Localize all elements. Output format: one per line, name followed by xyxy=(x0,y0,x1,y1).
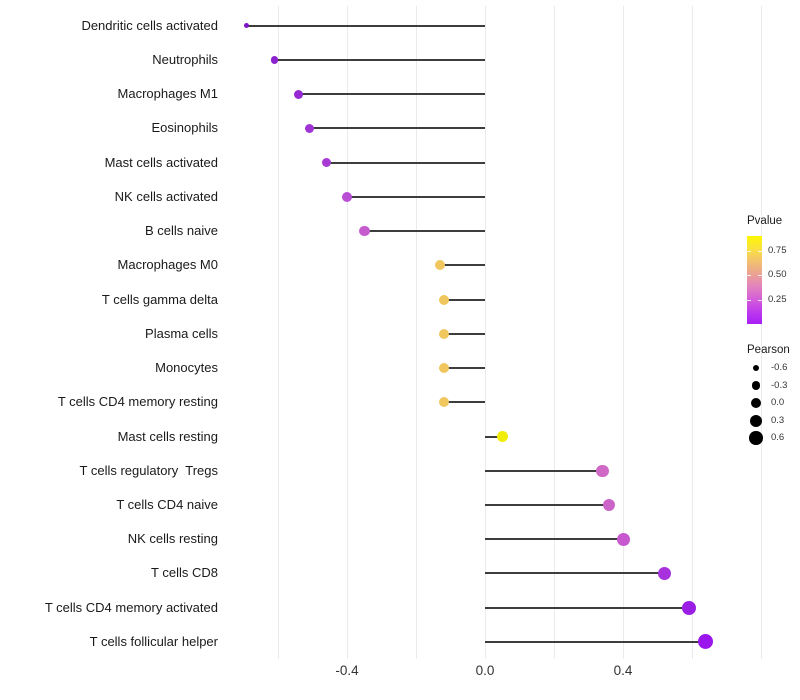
lollipop-stem xyxy=(485,606,689,609)
colorbar-tick xyxy=(747,250,751,252)
lollipop-dot xyxy=(616,532,630,546)
colorbar-tick xyxy=(758,250,762,252)
lollipop-stem xyxy=(347,195,485,198)
colorbar-tick xyxy=(758,275,762,277)
lollipop-dot xyxy=(438,328,449,339)
lollipop-dot xyxy=(596,464,609,478)
gridline xyxy=(691,6,693,659)
pearson-legend-dot xyxy=(753,365,759,371)
pearson-legend-dot xyxy=(750,414,762,427)
pearson-legend-label: 0.3 xyxy=(771,414,785,426)
lollipop-dot xyxy=(438,363,449,374)
lollipop-dot xyxy=(438,294,449,305)
lollipop-stem xyxy=(443,298,485,301)
lollipop-stem xyxy=(443,332,485,335)
lollipop-stem xyxy=(246,24,485,27)
lollipop-dot xyxy=(496,430,508,443)
colorbar-tick xyxy=(758,299,762,301)
pvalue-colorbar xyxy=(747,236,762,324)
y-axis-label: NK cells resting xyxy=(127,531,218,547)
gridline xyxy=(484,6,486,659)
lollipop-stem xyxy=(485,572,665,575)
lollipop-dot xyxy=(304,123,314,133)
colorbar-tick-label: 0.75 xyxy=(768,244,787,256)
pearson-legend-dot xyxy=(751,381,761,390)
pearson-legend-title: Pearson xyxy=(747,344,790,356)
y-axis-label: T cells gamma delta xyxy=(101,291,218,307)
lollipop-dot xyxy=(244,23,250,29)
lollipop-stem xyxy=(443,367,485,370)
gridline xyxy=(346,6,348,659)
y-axis-label: Eosinophils xyxy=(151,120,219,136)
y-axis-label: Dendritic cells activated xyxy=(81,17,218,33)
y-axis-label: Monocytes xyxy=(155,360,218,376)
lollipop-stem xyxy=(485,538,623,541)
gridline xyxy=(553,6,555,659)
y-axis-label: Neutrophils xyxy=(152,52,218,68)
lollipop-dot xyxy=(270,56,279,64)
y-axis-label: Mast cells resting xyxy=(117,428,218,444)
lollipop-stem xyxy=(364,230,485,233)
y-axis-label: Plasma cells xyxy=(145,325,218,341)
lollipop-stem xyxy=(309,127,485,130)
y-axis-label: NK cells activated xyxy=(114,188,218,204)
x-axis-tick-label: -0.4 xyxy=(335,663,359,678)
pvalue-legend-title: Pvalue xyxy=(747,215,783,227)
lollipop-dot xyxy=(602,498,616,512)
y-axis-label: T cells follicular helper xyxy=(89,633,218,649)
lollipop-dot xyxy=(359,225,370,237)
lollipop-stem xyxy=(440,264,485,267)
x-axis-tick-label: 0.4 xyxy=(613,663,633,678)
pearson-legend-label: 0.6 xyxy=(771,432,785,443)
lollipop-dot xyxy=(657,566,672,581)
y-axis-label: Macrophages M0 xyxy=(117,257,218,273)
y-axis-label: T cells CD4 memory resting xyxy=(57,394,218,410)
gridline xyxy=(415,6,417,659)
y-axis-label: T cells CD8 xyxy=(151,565,218,581)
colorbar-tick xyxy=(747,275,751,277)
lollipop-dot xyxy=(698,634,714,650)
y-axis-label: Mast cells activated xyxy=(104,154,218,170)
gridline xyxy=(277,6,279,659)
lollipop-dot xyxy=(435,260,446,271)
lollipop-dot xyxy=(438,397,449,408)
lollipop-dot xyxy=(321,157,332,168)
colorbar-tick xyxy=(747,299,751,301)
lollipop-stem xyxy=(485,469,603,472)
pearson-legend-label: -0.6 xyxy=(771,362,788,373)
pearson-legend-label: 0.0 xyxy=(771,397,785,408)
gridline xyxy=(760,6,762,659)
pearson-legend-label: -0.3 xyxy=(771,379,788,391)
y-axis-label: Macrophages M1 xyxy=(117,86,218,102)
x-axis-tick-label: 0.0 xyxy=(475,663,495,678)
lollipop-stem xyxy=(485,504,610,507)
y-axis-label: T cells CD4 memory activated xyxy=(44,599,218,615)
y-axis-label: B cells naive xyxy=(145,223,218,239)
colorbar-tick-label: 0.50 xyxy=(768,269,787,281)
pearson-legend-dot xyxy=(750,397,762,409)
lollipop-stem xyxy=(443,401,485,404)
pearson-legend-dot xyxy=(749,431,763,445)
lollipop-stem xyxy=(274,59,485,62)
y-axis-label: T cells CD4 naive xyxy=(116,497,218,513)
y-axis-label: T cells regulatory Tregs xyxy=(79,462,218,478)
lollipop-dot xyxy=(342,191,352,202)
colorbar-tick-label: 0.25 xyxy=(768,293,787,305)
lollipop-stem xyxy=(485,435,503,438)
lollipop-dot xyxy=(294,89,304,99)
lollipop-stem xyxy=(326,161,485,164)
lollipop-dot xyxy=(681,600,696,615)
gridline xyxy=(622,6,624,659)
lollipop-stem xyxy=(485,640,706,643)
lollipop-stem xyxy=(298,93,485,96)
